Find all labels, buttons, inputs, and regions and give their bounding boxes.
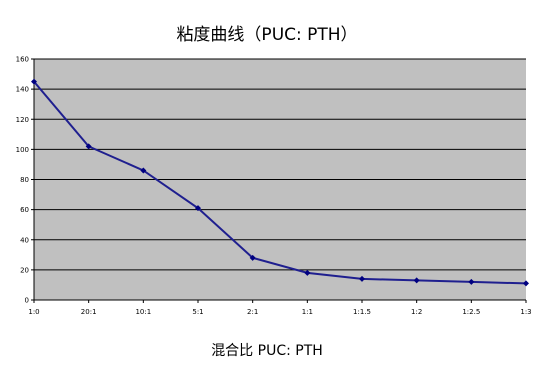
x-tick-label-8: 1:2.5: [462, 308, 480, 316]
y-tick-label: 160: [16, 56, 29, 64]
data-point-3: [195, 205, 201, 212]
y-tick-label: 20: [20, 266, 29, 274]
gridlines: [34, 58, 526, 271]
data-point-4: [249, 254, 256, 261]
y-tick-label: 80: [20, 176, 29, 184]
series-line: [33, 80, 527, 285]
x-tick-label-1: 20:1: [81, 308, 97, 316]
x-axis-label: 混合比 PUC: PTH: [211, 343, 323, 359]
data-point-5: [304, 269, 311, 276]
series-markers: [31, 78, 529, 287]
chart-title: 粘度曲线（PUC: PTH）: [176, 25, 358, 45]
y-tick-label: 60: [20, 206, 29, 214]
data-point-9: [523, 280, 529, 287]
y-tick-label: 140: [16, 86, 29, 94]
y-tick-label: 120: [16, 116, 29, 124]
data-point-1: [85, 143, 92, 150]
data-point-6: [359, 275, 365, 282]
data-point-7: [413, 277, 420, 284]
data-point-0: [31, 78, 37, 85]
x-tick-label-0: 1:0: [28, 308, 39, 316]
y-tick-label: 0: [25, 297, 29, 305]
x-tick-label-7: 1:2: [411, 308, 422, 316]
x-tick-label-6: 1:1.5: [353, 308, 371, 316]
y-tick-label: 100: [16, 146, 29, 154]
x-tick-label-9: 1:3: [520, 308, 531, 316]
x-tick-labels: 1:0 20:1 10:1 5:1 2:1 1:1 1:1.5 1:2 1:2.5 1:3: [28, 300, 532, 316]
x-tick-label-3: 5:1: [192, 308, 203, 316]
data-point-2: [140, 167, 147, 174]
x-tick-label-4: 2:1: [247, 308, 258, 316]
data-point-8: [468, 278, 475, 285]
y-tick-labels: 0 20 40 60 80 100 120 140 160: [16, 56, 34, 305]
x-tick-label-5: 1:1: [302, 308, 313, 316]
y-tick-label: 40: [20, 236, 29, 244]
x-tick-label-2: 10:1: [135, 308, 151, 316]
